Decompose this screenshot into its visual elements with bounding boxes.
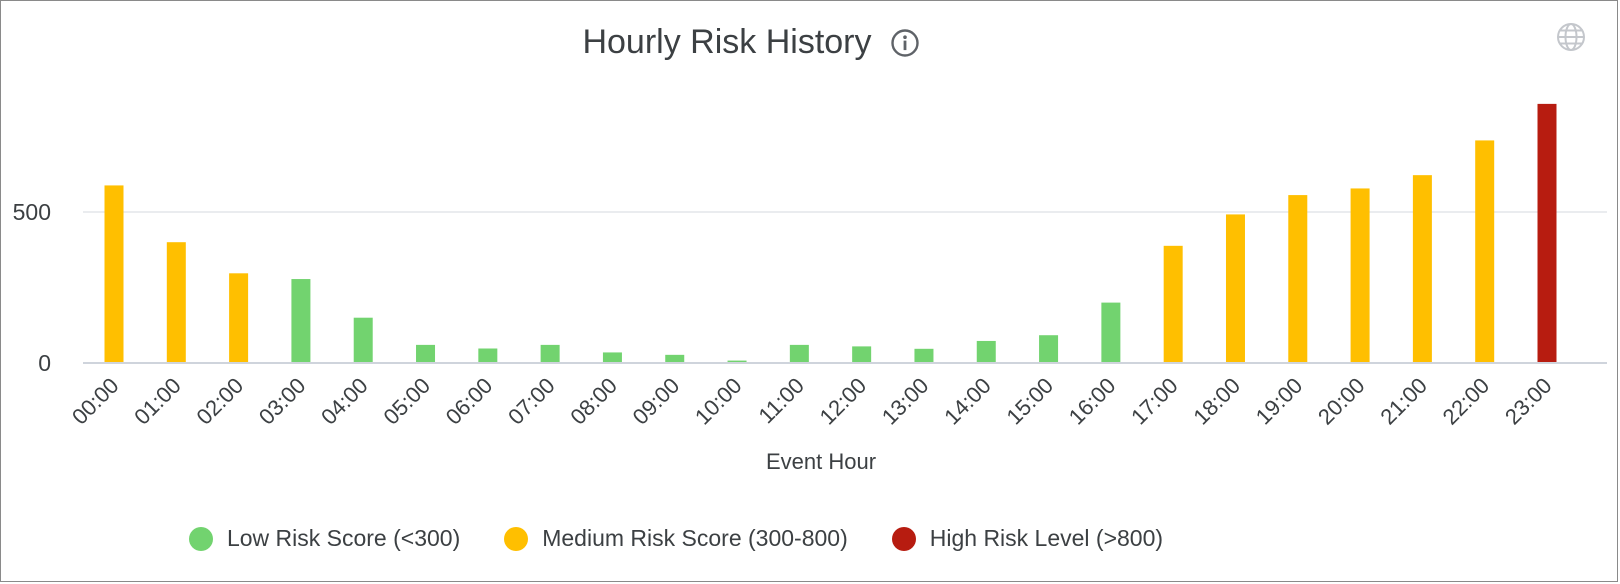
bar[interactable] (665, 354, 685, 363)
bar[interactable] (478, 348, 498, 363)
x-tick-label: 21:00 (1375, 373, 1432, 430)
legend-swatch-high (891, 526, 916, 551)
bar[interactable] (852, 346, 872, 363)
x-tick-label: 17:00 (1126, 373, 1183, 430)
bar-layer (104, 103, 1557, 363)
legend: Low Risk Score (<300) Medium Risk Score … (1, 525, 1351, 552)
bar[interactable] (353, 317, 373, 363)
bar[interactable] (976, 340, 996, 363)
bar[interactable] (1101, 302, 1121, 363)
bar[interactable] (416, 344, 436, 363)
bar[interactable] (1039, 335, 1059, 363)
bar[interactable] (789, 344, 809, 363)
x-tick-label: 15:00 (1001, 373, 1058, 430)
x-tick-label: 19:00 (1251, 373, 1308, 430)
bar[interactable] (540, 344, 560, 363)
bar[interactable] (1412, 175, 1432, 363)
y-tick-label: 0 (38, 350, 51, 376)
bar[interactable] (229, 273, 249, 363)
x-tick-label: 02:00 (192, 373, 249, 430)
bar[interactable] (602, 352, 622, 363)
y-tick-label: 500 (13, 199, 51, 225)
x-tick-label: 18:00 (1188, 373, 1245, 430)
x-tick-label: 23:00 (1500, 373, 1557, 430)
bar[interactable] (914, 348, 934, 363)
bar[interactable] (104, 185, 124, 363)
bar[interactable] (1350, 188, 1370, 363)
legend-swatch-low (188, 526, 213, 551)
legend-label-medium: Medium Risk Score (300-800) (542, 525, 848, 551)
x-tick-label: 10:00 (690, 373, 747, 430)
x-tick-label: 05:00 (378, 373, 435, 430)
x-tick-label: 04:00 (316, 373, 373, 430)
x-tick-label: 07:00 (503, 373, 560, 430)
x-tick-label: 01:00 (129, 373, 186, 430)
legend-item-low[interactable]: Low Risk Score (<300) (188, 525, 461, 552)
legend-label-low: Low Risk Score (<300) (226, 525, 461, 551)
bar[interactable] (727, 360, 747, 363)
x-tick-label: 00:00 (67, 373, 124, 430)
bar[interactable] (1225, 214, 1245, 363)
title-row: Hourly Risk History (1, 23, 1501, 62)
bar[interactable] (1163, 245, 1183, 363)
x-tick-label: 08:00 (565, 373, 622, 430)
x-tick-label: 20:00 (1313, 373, 1370, 430)
bar[interactable] (1288, 195, 1308, 363)
legend-item-high[interactable]: High Risk Level (>800) (891, 525, 1164, 552)
chart-title: Hourly Risk History (582, 23, 872, 61)
legend-swatch-medium (504, 526, 529, 551)
x-tick-label: 14:00 (939, 373, 996, 430)
bar[interactable] (166, 242, 186, 363)
x-tick-label: 13:00 (877, 373, 934, 430)
bar[interactable] (291, 279, 311, 363)
x-axis-title: Event Hour (766, 449, 876, 474)
x-tick-label: 16:00 (1064, 373, 1121, 430)
x-tick-label: 03:00 (254, 373, 311, 430)
x-tick-label: 09:00 (628, 373, 685, 430)
bar[interactable] (1475, 140, 1495, 363)
x-tick-label: 12:00 (815, 373, 872, 430)
bar[interactable] (1537, 103, 1557, 363)
info-icon[interactable] (890, 28, 920, 58)
x-tick-label: 11:00 (753, 373, 808, 428)
x-tick-label: 22:00 (1438, 373, 1495, 430)
x-tick-label: 06:00 (441, 373, 498, 430)
globe-icon[interactable] (1555, 21, 1587, 53)
legend-label-high: High Risk Level (>800) (929, 525, 1164, 551)
legend-item-medium[interactable]: Medium Risk Score (300-800) (504, 525, 848, 552)
